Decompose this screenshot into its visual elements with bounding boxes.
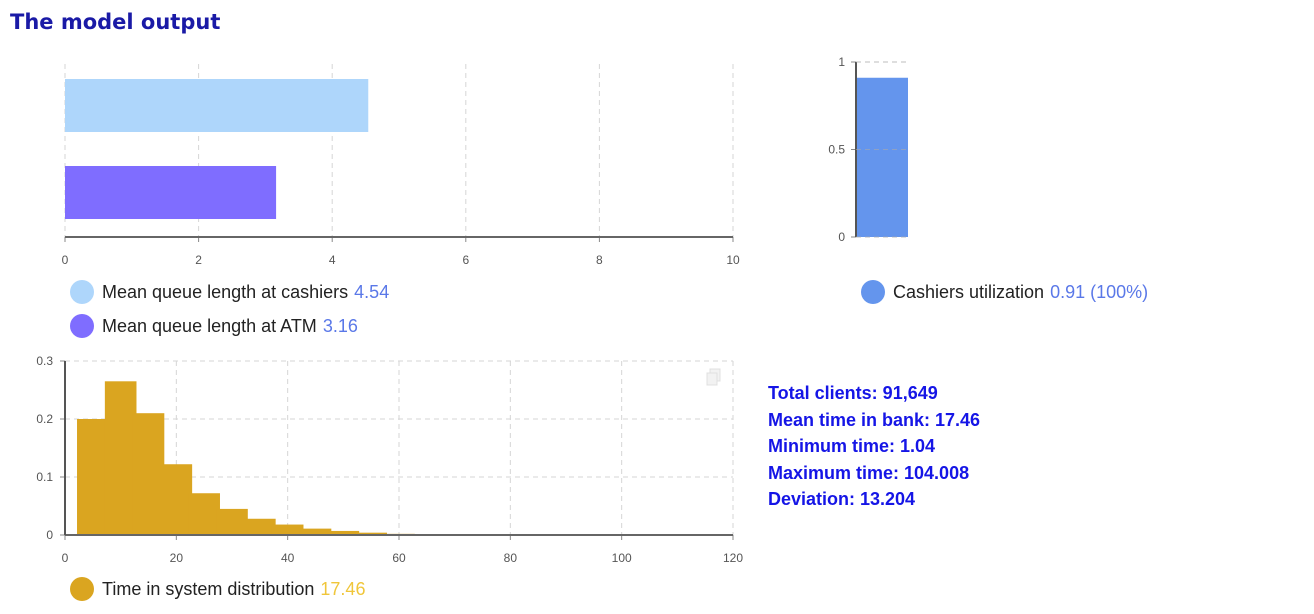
x-tick-label: 120: [723, 551, 743, 565]
bar: [216, 508, 248, 535]
copy-icon[interactable]: [706, 368, 722, 386]
y-tick-label: 0.1: [36, 470, 53, 484]
legend-value: 0.91 (100%): [1050, 281, 1149, 302]
x-tick-label: 10: [726, 253, 740, 267]
x-tick-label: 0: [62, 253, 69, 267]
legend-atm-queue[interactable]: Mean queue length at ATM 3.16: [70, 314, 358, 338]
legend-marker: [70, 314, 94, 338]
x-tick-label: 80: [504, 551, 518, 565]
x-tick-label: 6: [462, 253, 469, 267]
bar: [104, 381, 137, 535]
legend-label: Cashiers utilization: [893, 281, 1045, 302]
x-tick-label: 60: [392, 551, 406, 565]
y-tick-label: 0.2: [36, 412, 53, 426]
legend-label: Mean queue length at ATM: [102, 315, 317, 336]
bar: [271, 524, 304, 535]
time-distribution-chart: 0.3 0.2 0.1 00 20 40 60 80 100 120: [36, 354, 743, 565]
legend-label: Time in system distribution: [102, 578, 315, 599]
bar: [65, 166, 277, 219]
bar: [160, 464, 193, 535]
legend-marker: [70, 280, 94, 304]
bar: [132, 413, 165, 535]
x-tick-label: 100: [612, 551, 632, 565]
legend-marker: [861, 280, 885, 304]
bar: [355, 532, 387, 535]
y-tick-label: 0: [46, 528, 53, 542]
legend-time-distribution[interactable]: Time in system distribution 17.46: [70, 577, 365, 601]
legend-utilization[interactable]: Cashiers utilization 0.91 (100%): [861, 280, 1148, 304]
bar: [188, 493, 220, 535]
x-tick-label: 40: [281, 551, 295, 565]
stat-maximum-time: Maximum time: 104.008: [768, 462, 970, 483]
stat-minimum-time: Minimum time: 1.04: [768, 436, 936, 456]
bar: [327, 530, 360, 535]
x-tick-label: 8: [596, 253, 603, 267]
y-tick-label: 1: [838, 55, 845, 69]
utilization-chart: 10.50: [828, 55, 908, 244]
x-tick-label: 20: [170, 551, 184, 565]
legend-value: 4.54: [354, 281, 390, 302]
bar: [857, 77, 908, 237]
bar: [65, 79, 369, 132]
queue-length-chart: 0 2 4 6 8 10: [62, 64, 740, 267]
x-tick-label: 4: [329, 253, 336, 267]
x-tick-label: 0: [62, 551, 69, 565]
bar: [299, 528, 332, 535]
y-tick-label: 0.5: [828, 143, 845, 157]
page-title: The model output: [10, 10, 221, 34]
legend-label: Mean queue length at cashiers: [102, 281, 349, 302]
summary-stats: Total clients: 91,649 Mean time in bank:…: [768, 380, 980, 513]
stat-deviation: Deviation: 13.204: [768, 489, 916, 509]
bar: [77, 419, 109, 535]
bar: [244, 518, 276, 535]
y-tick-label: 0: [838, 230, 845, 244]
stat-mean-time: Mean time in bank: 17.46: [768, 409, 981, 430]
stat-total-clients: Total clients: 91,649: [768, 383, 938, 403]
legend-cashiers-queue[interactable]: Mean queue length at cashiers 4.54: [70, 280, 389, 304]
x-tick-label: 2: [195, 253, 202, 267]
legend-value: 3.16: [322, 315, 358, 336]
legend-marker: [70, 577, 94, 601]
legend-value: 17.46: [320, 578, 366, 599]
y-tick-label: 0.3: [36, 354, 53, 368]
